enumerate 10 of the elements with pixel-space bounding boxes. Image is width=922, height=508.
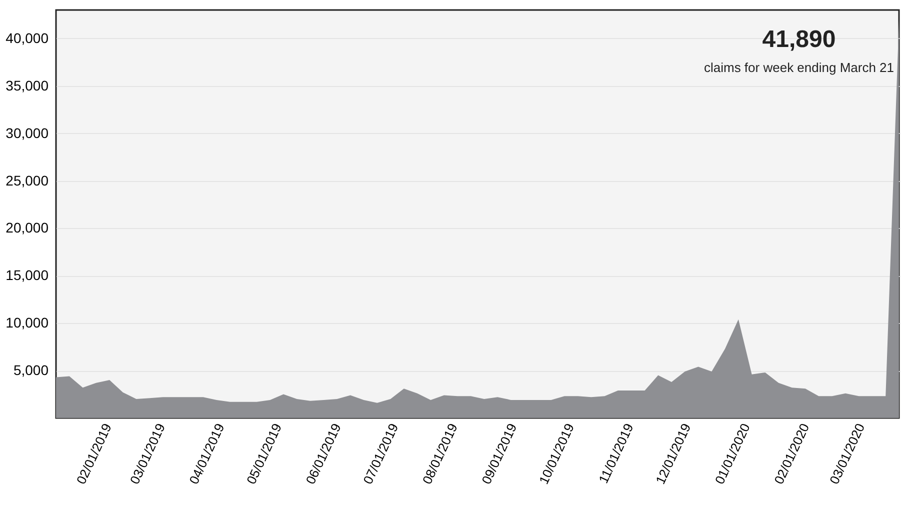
y-tick-label: 40,000	[6, 30, 49, 46]
annotation: 41,890	[762, 26, 836, 53]
y-tick-label: 25,000	[6, 172, 49, 188]
y-tick-label: 20,000	[6, 220, 49, 236]
y-tick-label: 35,000	[6, 77, 49, 94]
y-tick-label: 10,000	[6, 314, 49, 331]
y-tick-label: 15,000	[6, 267, 49, 284]
y-tick-label: 5,000	[13, 362, 49, 378]
y-tick-label: 30,000	[6, 124, 49, 141]
annotation: claims for week ending March 21	[704, 60, 894, 75]
